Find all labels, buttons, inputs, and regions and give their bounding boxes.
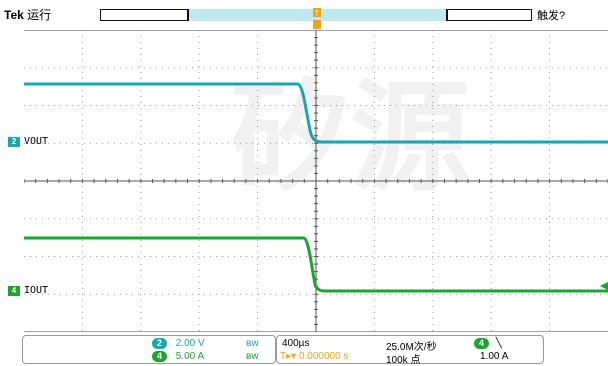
trigger-source-badge: 4 bbox=[474, 338, 489, 349]
trigger-level-marker[interactable] bbox=[600, 282, 608, 290]
trigger-delay-icon: T▸▾ bbox=[280, 351, 297, 362]
ch4-ground-marker[interactable]: 4 bbox=[8, 286, 20, 296]
ch4-label: IOUT bbox=[24, 285, 49, 296]
timebase-panel[interactable] bbox=[276, 335, 544, 364]
ch2-badge: 2 bbox=[152, 338, 167, 349]
ch2-bw-icon: ʙᴡ bbox=[246, 338, 259, 349]
trigger-source-readout[interactable]: 4 ╲ bbox=[474, 338, 502, 349]
ch4-waveform bbox=[24, 236, 608, 293]
trigger-delay: 0.000000 s bbox=[298, 351, 349, 362]
channel-scale-panel[interactable] bbox=[22, 335, 276, 364]
falling-edge-icon: ╲ bbox=[495, 338, 502, 350]
ch2-scale: 2.00 V bbox=[175, 338, 205, 350]
brand-logo: Tek bbox=[4, 8, 24, 22]
svg-text:T: T bbox=[315, 11, 320, 18]
ch4-scale-readout[interactable]: 4 5.00 A bbox=[152, 351, 204, 362]
trigger-delay-readout: T▸▾ 0.000000 s bbox=[280, 351, 348, 362]
trigger-status: 触发? bbox=[537, 10, 566, 22]
brand-status: Tek 运行 bbox=[4, 6, 51, 23]
ch2-label: VOUT bbox=[24, 136, 49, 147]
ch4-scale: 5.00 A bbox=[175, 351, 205, 363]
horizontal-scale: 400µs bbox=[282, 338, 310, 349]
run-state: 运行 bbox=[27, 8, 52, 22]
graticule bbox=[24, 30, 608, 332]
ch2-ground-marker[interactable]: 2 bbox=[8, 137, 20, 147]
waveform-display[interactable] bbox=[24, 30, 608, 332]
ch2-waveform bbox=[24, 82, 608, 144]
sample-rate: 25.0M次/秒 bbox=[386, 342, 437, 353]
record-length: 100k 点 bbox=[386, 355, 421, 366]
trigger-level: 1.00 A bbox=[480, 351, 509, 362]
ch2-scale-readout[interactable]: 2 2.00 V bbox=[152, 338, 205, 349]
ch4-bw-icon: ʙᴡ bbox=[246, 351, 259, 362]
top-bar: Tek 运行 T 触发? bbox=[0, 0, 608, 35]
ch4-badge: 4 bbox=[152, 351, 167, 362]
